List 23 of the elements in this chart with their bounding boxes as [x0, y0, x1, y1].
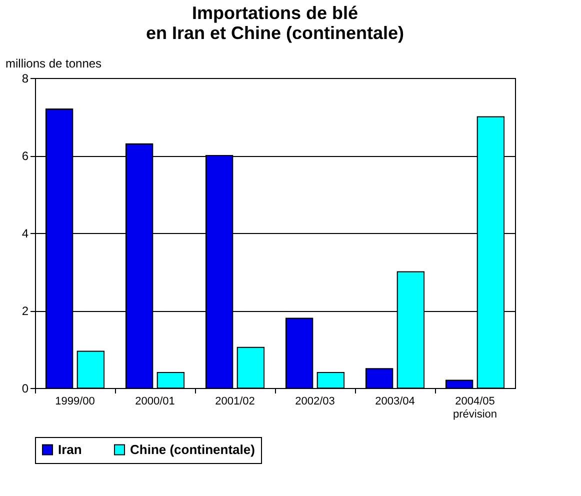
- x-tick-label: 1999/00: [55, 396, 95, 408]
- x-tick-label: 2003/04: [375, 396, 415, 408]
- y-tick-label: 6: [22, 149, 29, 163]
- x-tick-label: 2002/03: [295, 396, 335, 408]
- y-tick-label: 8: [22, 72, 29, 86]
- legend-label: Iran: [58, 442, 82, 457]
- x-tick-label: 2000/01: [135, 396, 175, 408]
- text: en Iran et Chine (continentale): [146, 23, 404, 43]
- bar: [285, 318, 314, 388]
- y-tick-label: 0: [22, 382, 29, 396]
- bar: [445, 380, 474, 388]
- x-tick-label: 2004/05 prévision: [452, 396, 498, 420]
- bar: [236, 346, 265, 388]
- x-tick-label: 2001/02: [215, 396, 255, 408]
- y-axis-title: millions de tonnes: [6, 56, 102, 70]
- bar: [156, 372, 185, 388]
- bar: [76, 350, 105, 388]
- legend-label: Chine (continentale): [130, 442, 255, 457]
- y-tick-label: 2: [22, 304, 29, 318]
- bar: [365, 368, 394, 388]
- y-tick-label: 4: [22, 226, 29, 240]
- bar: [316, 372, 345, 388]
- text: Importations de blé: [192, 3, 358, 23]
